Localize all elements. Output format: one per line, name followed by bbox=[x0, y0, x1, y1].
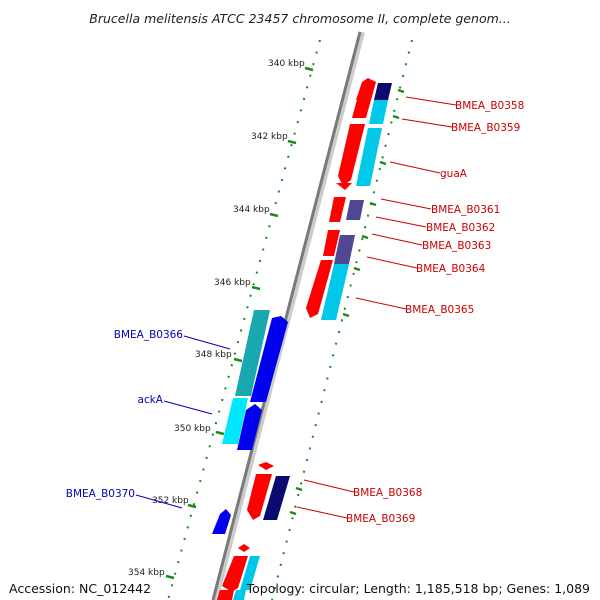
cds-navy-2 bbox=[263, 476, 290, 520]
label-BMEA_B0363[interactable]: BMEA_B0363 bbox=[422, 240, 491, 252]
reverse-gene-labels: BMEA_B0366 ackA BMEA_B0370 bbox=[66, 329, 184, 500]
forward-genes bbox=[217, 78, 376, 600]
gene-BMEA_B0358 bbox=[356, 78, 376, 100]
reverse-genes bbox=[212, 316, 288, 534]
gene-BMEA_B0361 bbox=[336, 183, 352, 190]
gene-BMEA_B0368 bbox=[258, 462, 274, 470]
cds-navy-1 bbox=[374, 83, 392, 100]
gene-lower-1 bbox=[238, 544, 250, 552]
reverse-cds bbox=[222, 310, 270, 444]
accession-text: Accession: NC_012442 bbox=[9, 581, 152, 596]
gene-BMEA_B0359 bbox=[352, 96, 372, 118]
label-BMEA_B0366[interactable]: BMEA_B0366 bbox=[114, 329, 184, 341]
forward-gene-labels: BMEA_B0358 BMEA_B0359 guaA BMEA_B0361 BM… bbox=[346, 100, 524, 525]
genome-summary-text: Topology: circular; Length: 1,185,518 bp… bbox=[246, 581, 590, 596]
label-guaA[interactable]: guaA bbox=[440, 168, 468, 180]
gene-BMEA_B0363 bbox=[323, 230, 340, 256]
gene-guaA bbox=[338, 124, 365, 186]
gene-ackA bbox=[237, 404, 262, 450]
label-ackA[interactable]: ackA bbox=[138, 394, 164, 406]
kbp-tick-marks bbox=[165, 66, 314, 580]
label-BMEA_B0358[interactable]: BMEA_B0358 bbox=[455, 100, 524, 112]
outer-track-line bbox=[271, 39, 413, 600]
genome-backbone-shadow bbox=[212, 31, 365, 600]
tick-label-352: 352 kbp bbox=[152, 496, 189, 506]
forward-leader-lines bbox=[296, 96, 457, 519]
gene-BMEA_B0366 bbox=[250, 316, 288, 402]
cds-cyan-1 bbox=[369, 100, 388, 124]
gene-lower-3 bbox=[217, 590, 234, 600]
tick-label-342: 342 kbp bbox=[251, 132, 288, 142]
tick-label-344: 344 kbp bbox=[233, 205, 270, 215]
gene-BMEA_B0370 bbox=[212, 509, 231, 534]
map-title: Brucella melitensis ATCC 23457 chromosom… bbox=[89, 11, 510, 26]
label-BMEA_B0368[interactable]: BMEA_B0368 bbox=[353, 487, 422, 499]
gene-BMEA_B0364 bbox=[306, 260, 333, 318]
gene-lower-2 bbox=[222, 556, 248, 592]
cds-slate-1 bbox=[346, 200, 364, 220]
label-BMEA_B0370[interactable]: BMEA_B0370 bbox=[66, 488, 135, 500]
cds-cyan-4 bbox=[240, 556, 260, 590]
tick-label-348: 348 kbp bbox=[195, 350, 232, 360]
cds-cyan-5 bbox=[233, 590, 246, 600]
inner-track-line bbox=[167, 39, 321, 600]
tick-label-340: 340 kbp bbox=[268, 59, 305, 69]
label-BMEA_B0361[interactable]: BMEA_B0361 bbox=[431, 204, 500, 216]
forward-cds bbox=[233, 83, 392, 600]
cds-cyan-rev-1 bbox=[222, 398, 248, 444]
label-BMEA_B0359[interactable]: BMEA_B0359 bbox=[451, 122, 520, 134]
outer-tick-marks bbox=[289, 88, 405, 516]
cds-slate-2 bbox=[334, 235, 355, 264]
tick-label-346: 346 kbp bbox=[214, 278, 251, 288]
reverse-leader-lines bbox=[135, 335, 231, 509]
label-BMEA_B0364[interactable]: BMEA_B0364 bbox=[416, 263, 486, 275]
tick-label-354: 354 kbp bbox=[128, 568, 165, 578]
label-BMEA_B0362[interactable]: BMEA_B0362 bbox=[426, 222, 495, 234]
gene-BMEA_B0369 bbox=[247, 474, 272, 520]
gene-BMEA_B0362 bbox=[329, 197, 346, 222]
label-BMEA_B0369[interactable]: BMEA_B0369 bbox=[346, 513, 415, 525]
cds-teal-1 bbox=[235, 310, 270, 396]
cds-cyan-3 bbox=[321, 264, 349, 320]
tick-label-350: 350 kbp bbox=[174, 424, 211, 434]
cds-cyan-2 bbox=[356, 128, 382, 186]
label-BMEA_B0365[interactable]: BMEA_B0365 bbox=[405, 304, 474, 316]
genome-backbone bbox=[211, 31, 362, 600]
